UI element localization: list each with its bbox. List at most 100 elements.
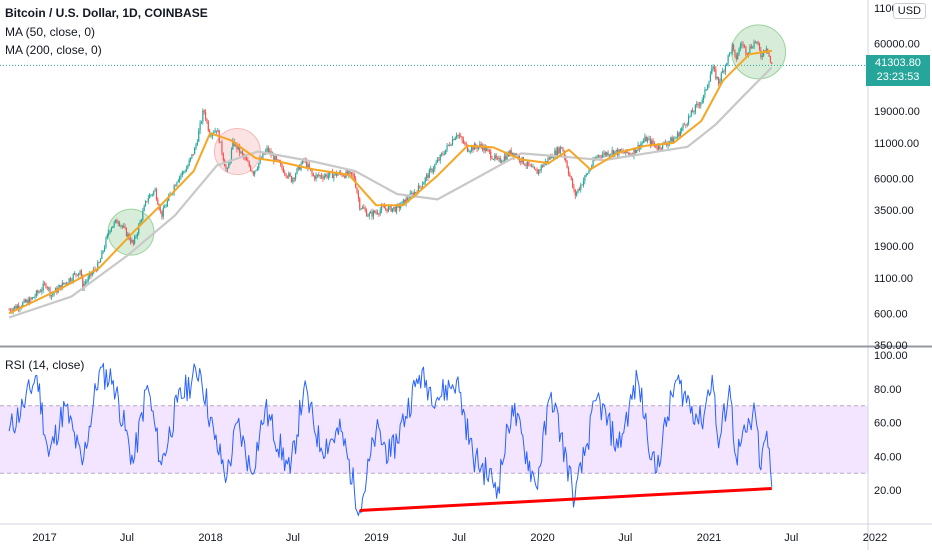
price-pane[interactable]	[0, 0, 868, 345]
candle-body	[581, 184, 583, 186]
candle	[400, 202, 402, 211]
candle	[502, 159, 504, 163]
candle	[524, 163, 526, 167]
candle	[431, 167, 433, 174]
candle	[153, 190, 155, 197]
candle	[165, 204, 167, 208]
candle-body	[380, 206, 383, 210]
candle-body	[672, 138, 675, 143]
candle-body	[225, 166, 227, 170]
candle-body	[61, 282, 63, 290]
candle	[472, 145, 474, 153]
candle-body	[442, 153, 444, 155]
ma200-label[interactable]: MA (200, close, 0)	[5, 43, 102, 57]
candle-body	[488, 149, 490, 152]
candle	[120, 224, 122, 229]
candle	[215, 130, 218, 135]
candle-body	[705, 89, 707, 91]
candle-body	[116, 219, 118, 224]
candle-body	[395, 205, 398, 212]
candle	[45, 282, 47, 289]
candle-body	[670, 137, 672, 142]
candle-body	[144, 201, 147, 206]
candle	[441, 152, 443, 157]
candle-body	[438, 159, 440, 161]
candle-body	[31, 297, 33, 300]
candle-body	[99, 259, 102, 263]
candle-body	[627, 152, 630, 154]
candle-body	[469, 150, 471, 152]
candle-body	[267, 147, 269, 153]
candle	[596, 154, 598, 160]
candle	[731, 42, 733, 56]
candle-body	[739, 45, 742, 49]
candle	[76, 274, 78, 277]
candle-body	[689, 115, 691, 117]
candle	[48, 286, 50, 292]
candle	[183, 170, 185, 175]
rsi-line	[8, 362, 773, 516]
candle	[13, 305, 16, 311]
candle-body	[98, 262, 100, 264]
candle	[708, 80, 710, 88]
candle-body	[749, 46, 751, 53]
candle-body	[417, 185, 420, 194]
candle-body	[768, 52, 770, 57]
candle-body	[314, 176, 316, 179]
candle-body	[494, 155, 496, 160]
candle-body	[685, 124, 687, 126]
candle	[295, 172, 297, 182]
candle	[73, 271, 76, 276]
candle-body	[423, 182, 425, 185]
rsi-label[interactable]: RSI (14, close)	[5, 358, 85, 372]
candle	[284, 169, 286, 177]
candle	[578, 186, 581, 192]
candle-body	[394, 207, 396, 212]
candle-body	[510, 150, 512, 155]
candle	[375, 209, 377, 215]
candle	[678, 131, 680, 138]
candle-body	[375, 212, 377, 214]
candle-body	[368, 213, 370, 217]
candle-body	[540, 165, 542, 171]
candle-body	[472, 146, 474, 151]
candle-body	[492, 159, 495, 160]
divergence-line[interactable]	[359, 487, 772, 512]
candle-body	[12, 308, 14, 312]
candle	[251, 169, 253, 173]
currency-badge[interactable]: USD	[892, 3, 926, 19]
candle-body	[599, 155, 601, 157]
candle	[537, 169, 540, 176]
candle-body	[127, 233, 129, 237]
ma50-label[interactable]: MA (50, close, 0)	[5, 25, 96, 39]
candle-body	[326, 174, 328, 178]
candle-body	[129, 239, 132, 243]
candle-body	[252, 171, 254, 175]
candle	[574, 189, 576, 200]
candle-body	[181, 171, 183, 175]
candle-body	[35, 290, 37, 297]
candle-body	[239, 146, 241, 153]
candle	[558, 146, 560, 155]
candle-body	[513, 152, 515, 157]
candle-body	[514, 154, 516, 157]
candle	[39, 288, 42, 293]
candle-body	[357, 192, 359, 199]
candle-body	[555, 150, 557, 156]
candle-body	[15, 306, 17, 309]
candle	[117, 220, 119, 227]
candle-body	[398, 204, 400, 209]
candle	[259, 155, 261, 165]
candle	[176, 181, 178, 187]
candle-body	[245, 157, 248, 161]
candle-body	[214, 130, 216, 133]
candle	[247, 157, 249, 163]
candle	[109, 229, 111, 235]
candle	[323, 173, 325, 180]
candle	[24, 298, 27, 303]
candle-body	[323, 176, 325, 179]
candle	[43, 281, 46, 286]
candle-body	[690, 110, 692, 116]
candle-body	[419, 185, 421, 187]
